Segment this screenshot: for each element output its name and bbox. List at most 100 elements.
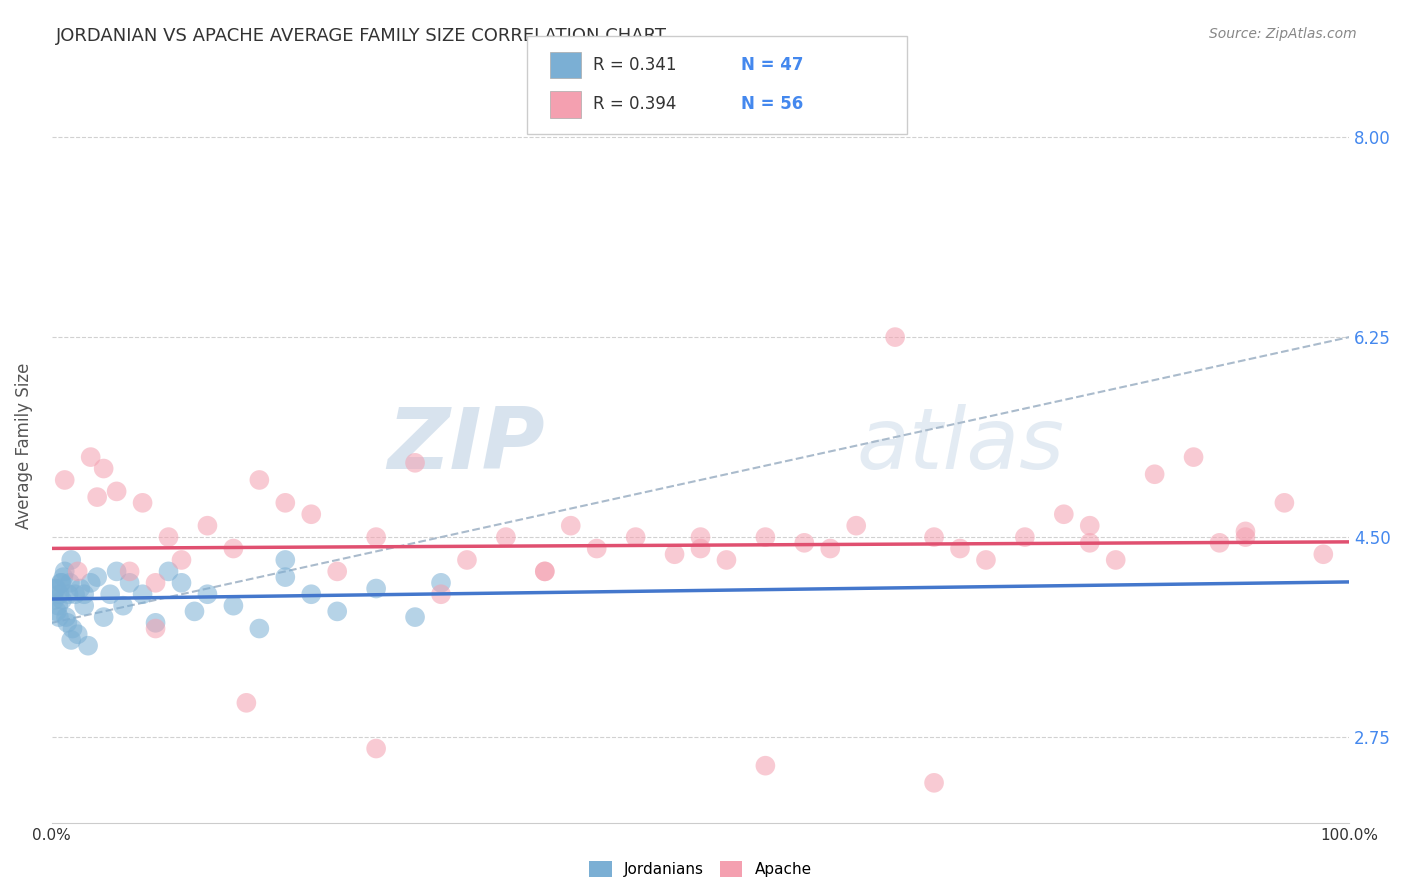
Point [274, 570, 297, 584]
Point [51, 575, 73, 590]
Point [58, 587, 80, 601]
Point [235, 696, 257, 710]
Point [66, 565, 89, 579]
Point [105, 484, 128, 499]
Text: N = 56: N = 56 [741, 95, 803, 113]
Point [624, 530, 647, 544]
Point [716, 553, 738, 567]
Point [533, 565, 555, 579]
Point [157, 530, 180, 544]
Point [326, 565, 349, 579]
Point [73, 599, 96, 613]
Point [118, 575, 141, 590]
Point [45, 604, 67, 618]
Point [1182, 450, 1205, 464]
Point [922, 776, 945, 790]
Point [404, 610, 426, 624]
Text: ZIP: ZIP [387, 404, 544, 487]
Point [456, 553, 478, 567]
Point [86, 570, 108, 584]
Y-axis label: Average Family Size: Average Family Size [15, 362, 32, 529]
Point [93, 610, 115, 624]
Point [299, 587, 322, 601]
Point [86, 490, 108, 504]
Point [53, 565, 76, 579]
Point [55, 610, 77, 624]
Point [404, 456, 426, 470]
Point [48, 587, 70, 601]
Text: atlas: atlas [856, 404, 1064, 487]
Point [222, 599, 245, 613]
Point [949, 541, 972, 556]
Point [585, 541, 607, 556]
Point [105, 565, 128, 579]
Point [1274, 496, 1296, 510]
Point [170, 575, 193, 590]
Point [1053, 508, 1076, 522]
Point [366, 530, 388, 544]
Point [299, 508, 322, 522]
Point [1234, 524, 1257, 539]
Point [1143, 467, 1166, 482]
Point [1208, 536, 1230, 550]
Point [884, 330, 907, 344]
Point [1078, 536, 1101, 550]
Text: N = 47: N = 47 [741, 56, 803, 74]
Point [197, 518, 219, 533]
Text: R = 0.394: R = 0.394 [593, 95, 676, 113]
Point [157, 565, 180, 579]
Point [49, 575, 72, 590]
Point [45, 582, 67, 596]
Point [66, 627, 89, 641]
Point [274, 553, 297, 567]
Point [183, 604, 205, 618]
Text: Source: ZipAtlas.com: Source: ZipAtlas.com [1209, 27, 1357, 41]
Point [845, 518, 868, 533]
Point [366, 582, 388, 596]
Point [98, 587, 121, 601]
Point [430, 575, 453, 590]
Point [1078, 518, 1101, 533]
Point [197, 587, 219, 601]
Point [533, 565, 555, 579]
Point [51, 593, 73, 607]
Point [59, 575, 82, 590]
Point [60, 632, 83, 647]
Point [820, 541, 842, 556]
Point [560, 518, 582, 533]
Point [974, 553, 997, 567]
Point [366, 741, 388, 756]
Point [689, 541, 711, 556]
Point [222, 541, 245, 556]
Point [145, 622, 167, 636]
Point [60, 553, 83, 567]
Point [247, 622, 270, 636]
Point [1234, 530, 1257, 544]
Point [79, 575, 101, 590]
Point [56, 615, 79, 630]
Point [170, 553, 193, 567]
Point [922, 530, 945, 544]
Point [1105, 553, 1128, 567]
Point [52, 570, 75, 584]
Point [44, 593, 66, 607]
Point [495, 530, 517, 544]
Point [1014, 530, 1036, 544]
Text: R = 0.341: R = 0.341 [593, 56, 676, 74]
Point [48, 610, 70, 624]
Point [112, 599, 135, 613]
Point [45, 582, 67, 596]
Point [53, 473, 76, 487]
Point [62, 622, 84, 636]
Point [118, 565, 141, 579]
Text: JORDANIAN VS APACHE AVERAGE FAMILY SIZE CORRELATION CHART: JORDANIAN VS APACHE AVERAGE FAMILY SIZE … [56, 27, 668, 45]
Point [793, 536, 815, 550]
Point [69, 582, 91, 596]
Point [1312, 547, 1334, 561]
Legend: Jordanians, Apache: Jordanians, Apache [583, 855, 818, 883]
Point [274, 496, 297, 510]
Point [73, 587, 96, 601]
Point [326, 604, 349, 618]
Point [430, 587, 453, 601]
Point [93, 461, 115, 475]
